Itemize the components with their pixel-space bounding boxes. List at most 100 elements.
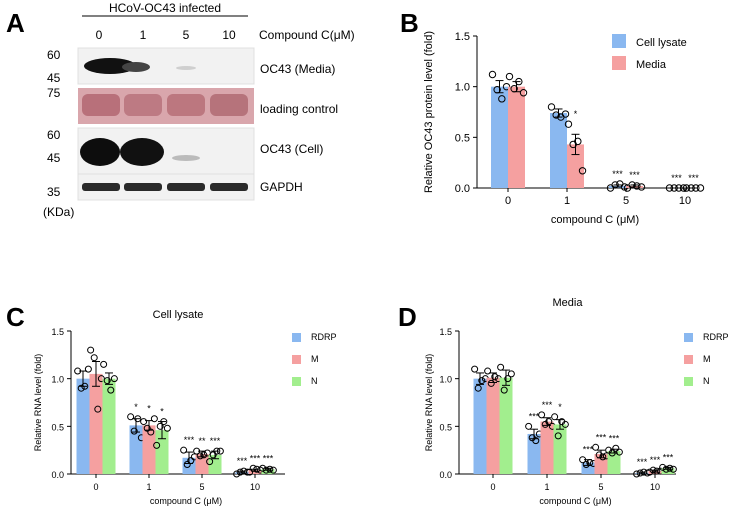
chart-c-xtick-label: 0 <box>93 482 98 492</box>
band-oc43-media-5 <box>176 66 196 70</box>
blot-header: HCoV-OC43 infected <box>109 1 221 15</box>
chart-c-point <box>259 464 267 472</box>
chart-c-xlabel: compound C (μM) <box>150 496 222 506</box>
chart-b-point <box>488 70 497 79</box>
panel-a-western-blot: A HCoV-OC43 infected 0 1 5 10 Compound C… <box>6 1 355 219</box>
chart-d-legend-swatch <box>684 333 693 342</box>
band-gapdh-0 <box>82 183 120 191</box>
band-loading-5 <box>167 94 205 116</box>
chart-d-point <box>532 437 540 445</box>
marker-oc43-media-60: 60 <box>47 48 61 62</box>
panel-letter-b: B <box>400 8 419 38</box>
chart-c-point <box>107 386 115 394</box>
chart-b-bar <box>550 113 567 188</box>
chart-d-ytick-label: 1.0 <box>439 375 452 385</box>
chart-c-point <box>94 405 102 413</box>
chart-d-point <box>615 448 623 456</box>
chart-d-point <box>478 377 486 385</box>
chart-d-significance: *** <box>637 457 648 467</box>
chart-c-bar <box>89 373 103 474</box>
chart-d-xtick-label: 5 <box>598 482 603 492</box>
panel-letter-d: D <box>398 302 417 332</box>
chart-d-bar <box>553 424 567 474</box>
chart-d-bar <box>607 451 621 474</box>
chart-c-point <box>147 428 155 436</box>
chart-d-significance: *** <box>663 452 674 462</box>
chart-b-legend-label: Cell lysate <box>636 37 687 49</box>
chart-c-significance: * <box>147 404 151 414</box>
chart-c-legend-swatch <box>292 377 301 386</box>
chart-d-point <box>554 432 562 440</box>
chart-c-point <box>103 377 111 385</box>
chart-d-point <box>561 420 569 428</box>
chart-c-point <box>209 451 217 459</box>
chart-d-point <box>612 444 620 452</box>
chart-d-point <box>649 466 657 474</box>
marker-oc43-media-45: 45 <box>47 71 61 85</box>
chart-d-point <box>491 373 499 381</box>
blot-strip-oc43-media <box>77 47 255 85</box>
chart-d-bar <box>594 453 608 474</box>
chart-b-point <box>611 181 619 189</box>
chart-d-xtick-label: 0 <box>490 482 495 492</box>
chart-c-significance: *** <box>184 435 195 445</box>
chart-c-point <box>213 447 221 455</box>
band-oc43-cell-1 <box>120 138 164 166</box>
chart-d-point <box>669 465 677 473</box>
chart-b-significance: *** <box>671 173 682 183</box>
chart-c-point <box>153 441 161 449</box>
band-gapdh-10 <box>210 183 248 191</box>
chart-c-xtick-label: 5 <box>199 482 204 492</box>
chart-c-legend-swatch <box>292 333 301 342</box>
label-oc43-cell: OC43 (Cell) <box>260 142 323 156</box>
chart-c-ylabel: Relative RNA level (fold) <box>33 354 43 452</box>
chart-c-significance: *** <box>263 453 274 463</box>
chart-c-significance: *** <box>237 456 248 466</box>
chart-c-xtick-label: 1 <box>146 482 151 492</box>
chart-b-xtick-label: 1 <box>564 195 570 207</box>
chart-b-point <box>547 103 556 111</box>
chart-d-point <box>608 449 616 457</box>
chart-c-point <box>163 424 171 432</box>
chart-c-point <box>134 415 142 423</box>
chart-b-point <box>628 181 636 189</box>
chart-c-point <box>84 365 92 373</box>
chart-d-bar <box>473 378 487 474</box>
blot-strip-oc43-cell <box>77 127 255 175</box>
chart-d-point <box>504 375 512 383</box>
band-oc43-media-1 <box>122 62 150 72</box>
chart-c-point <box>127 413 135 421</box>
chart-b-bar <box>567 144 584 188</box>
kda-unit: (KDa) <box>43 205 74 219</box>
chart-c-ytick-label: 1.5 <box>51 327 64 337</box>
chart-c-point <box>74 367 82 375</box>
chart-b-ytick-label: 0.0 <box>455 183 470 195</box>
chart-d-point <box>659 463 667 471</box>
chart-c-xtick-label: 10 <box>250 482 260 492</box>
marker-oc43-cell-45: 45 <box>47 151 61 165</box>
chart-c-point <box>180 446 188 454</box>
chart-b-point <box>552 111 560 119</box>
chart-b-ytick-label: 1.5 <box>455 31 470 43</box>
chart-d-title: Media <box>553 297 584 309</box>
chart-d-point <box>538 411 546 419</box>
chart-d-point <box>471 365 479 373</box>
label-loading-control: loading control <box>260 102 338 116</box>
chart-b-point <box>692 184 700 192</box>
chart-b-point <box>679 184 688 192</box>
chart-d-point <box>599 453 607 461</box>
chart-d-point <box>487 379 495 387</box>
chart-c-point <box>150 415 158 423</box>
chart-d-legend-swatch <box>684 377 693 386</box>
chart-c-legend-label: RDRP <box>311 332 337 342</box>
chart-b-ytick-label: 0.5 <box>455 132 470 144</box>
chart-d-point <box>484 367 492 375</box>
chart-c-bar <box>142 425 156 474</box>
chart-c-point <box>156 422 164 430</box>
chart-c-point <box>140 418 148 426</box>
chart-c-significance: * <box>160 407 164 417</box>
chart-d-significance: *** <box>596 432 607 442</box>
chart-d-point <box>525 422 533 430</box>
chart-b-point <box>510 84 518 93</box>
chart-b-significance: * <box>574 109 578 119</box>
